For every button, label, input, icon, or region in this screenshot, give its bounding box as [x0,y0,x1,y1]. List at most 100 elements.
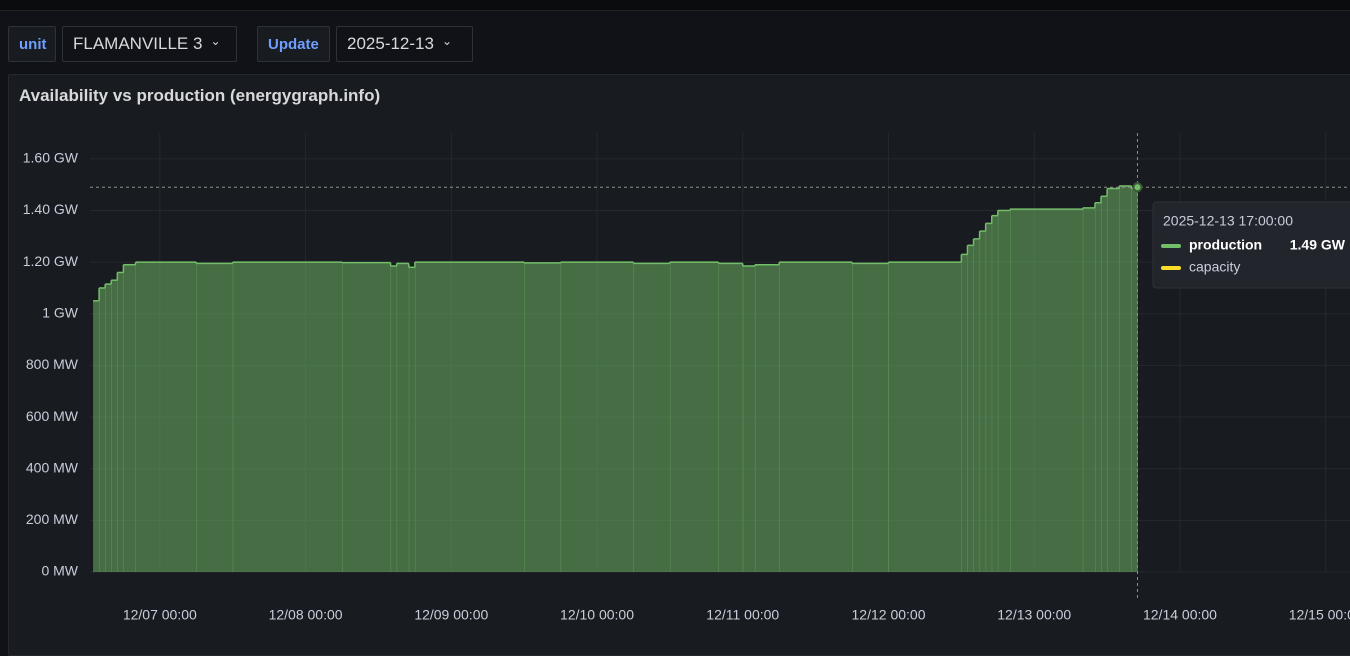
area-step [718,262,744,572]
area-fill [973,238,981,572]
area-fill [196,263,234,572]
area-step [852,262,890,572]
area-fill [414,262,525,572]
area-fill [1101,196,1108,573]
area-step [888,254,963,572]
area-step [1009,207,1084,572]
area-step [111,272,119,572]
y-tick-label: 1.40 GW [23,201,79,217]
area-fill [997,210,1011,572]
area-fill [754,264,780,572]
chart-title: Availability vs production (energygraph.… [19,86,381,105]
area-fill [888,262,962,572]
area-fill [1107,188,1120,573]
variable-label: unit [8,26,56,62]
area-fill [232,262,343,572]
area-fill [1082,207,1096,572]
area-step [633,262,671,572]
area-step [390,263,398,572]
area-step [669,261,720,572]
area-fill [123,264,137,572]
y-tick-label: 800 MW [26,356,79,372]
area-fill [93,300,100,572]
area-step [1082,202,1096,572]
area-fill [390,265,398,572]
area-fill [117,272,124,572]
area-fill [1131,188,1138,573]
area-fill [560,262,634,572]
area-fill [852,263,890,572]
tooltip [1152,201,1350,289]
x-tick-label: 12/10 00:00 [560,607,634,623]
area-fill [524,262,562,572]
area-step [414,261,525,572]
y-tick-label: 1.20 GW [23,253,79,269]
area-step [973,231,981,572]
tooltip-series: capacity [1189,259,1240,275]
area-fill [99,287,106,572]
tooltip-series: production [1189,237,1262,253]
area-step [754,262,780,572]
area-step [342,261,392,572]
area-fill [1119,185,1132,572]
area-fill [961,254,968,572]
x-tick-label: 12/14 00:00 [1143,607,1217,623]
x-tick-label: 12/07 00:00 [123,607,197,623]
y-tick-label: 1.60 GW [23,150,79,166]
area-step [232,261,343,572]
area-step [117,264,125,572]
y-tick-label: 600 MW [26,408,79,424]
area-step [396,262,410,572]
chart: 0 MW 200 MW 400 MW 600 MW 800 MW 1 GW 1.20 GW 1… [23,133,1350,623]
x-tick-label: 12/11 00:00 [706,607,779,623]
area-step [979,223,987,573]
area-fill [1009,209,1084,572]
date-dropdown[interactable]: 2025-12-13 [336,26,473,62]
area-step [967,238,975,573]
hover-point [1132,182,1143,193]
area-step [742,264,756,572]
area-step [961,245,969,572]
area-fill [135,262,197,572]
area-step [408,262,416,572]
x-tick-label: 12/15 00:00 [1289,607,1350,623]
area-step [991,210,999,572]
unit-dropdown[interactable]: FLAMANVILLE 3 [62,26,237,62]
area-fill [979,231,987,573]
area-step [123,262,137,572]
y-tick-label: 1 GW [42,304,79,320]
area-step [1094,196,1102,573]
area-fill [1094,202,1102,573]
area-step [524,262,562,572]
tooltip-time: 2025-12-13 17:00:00 [1163,213,1293,229]
page: unit FLAMANVILLE 3 Update 2025-12-13 Ava… [0,0,1350,638]
y-tick-label: 400 MW [26,459,79,475]
x-tick-label: 12/13 00:00 [997,607,1071,623]
tooltip-value: 1.49 GW [1290,237,1346,253]
x-tick-label: 12/12 00:00 [852,607,926,623]
area-fill [985,223,993,572]
area-fill [779,262,853,572]
x-tick-label: 12/08 00:00 [269,607,343,623]
area-step [779,261,853,572]
top-bar [0,0,1350,11]
y-tick-label: 0 MW [41,563,78,579]
area-step [93,287,100,572]
area-fill [105,284,112,572]
area-step [1101,188,1108,573]
area-step [196,262,234,572]
area-fill [408,267,416,572]
area-step [1119,185,1133,572]
area-fill [342,262,392,572]
area-step [560,261,635,572]
area-step [105,280,113,572]
area-fill [991,215,999,572]
area-fill [111,280,118,572]
y-tick-label: 200 MW [26,511,79,527]
area-fill [967,245,975,573]
area-step [985,215,993,572]
area-step [99,284,106,572]
update-label[interactable]: Update [257,26,330,62]
area-fill [718,263,744,572]
area-fill [669,262,719,572]
